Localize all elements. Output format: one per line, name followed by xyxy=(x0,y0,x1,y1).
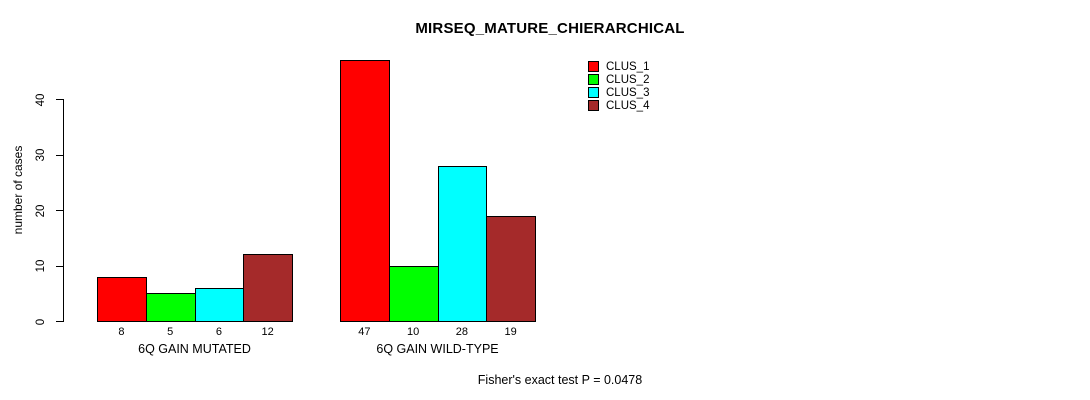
bar-value-label: 5 xyxy=(167,326,174,338)
legend-label: CLUS_2 xyxy=(606,73,650,86)
bar-value-label: 19 xyxy=(504,326,517,338)
y-axis-tick xyxy=(56,321,63,322)
legend: CLUS_1 CLUS_2 CLUS_3 CLUS_4 xyxy=(588,60,649,112)
chart-title: MIRSEQ_MATURE_CHIERARCHICAL xyxy=(415,20,685,37)
bar-value-label: 8 xyxy=(118,326,125,338)
y-axis-tick xyxy=(56,154,63,156)
y-axis-line xyxy=(63,99,64,322)
bar-clus_3-1 xyxy=(194,287,245,322)
bar-clus_1-1 xyxy=(97,276,147,322)
legend-item-clus_3: CLUS_3 xyxy=(588,86,649,99)
bar-value-label: 10 xyxy=(407,326,420,338)
legend-item-clus_1: CLUS_1 xyxy=(588,60,649,73)
bar-clus_1-2 xyxy=(340,60,390,322)
legend-swatch xyxy=(588,87,599,98)
legend-item-clus_2: CLUS_2 xyxy=(588,73,649,86)
y-axis-tick-label: 0 xyxy=(35,318,47,325)
legend-item-clus_4: CLUS_4 xyxy=(588,99,649,112)
bar-clus_2-1 xyxy=(145,293,196,322)
bar-value-label: 47 xyxy=(358,326,371,338)
bar-value-label: 6 xyxy=(215,326,222,338)
legend-label: CLUS_4 xyxy=(606,99,650,112)
bar-clus_4-2 xyxy=(486,215,536,322)
bar-clus_3-2 xyxy=(437,165,488,322)
legend-label: CLUS_1 xyxy=(606,60,650,73)
legend-swatch xyxy=(588,100,599,111)
bar-clus_2-2 xyxy=(388,265,439,322)
y-axis-tick-label: 40 xyxy=(35,93,47,106)
y-axis-tick-label: 20 xyxy=(35,204,47,217)
y-axis-tick xyxy=(56,99,63,100)
bar-clus_4-1 xyxy=(243,254,293,322)
bar-value-label: 28 xyxy=(455,326,468,338)
y-axis-tick xyxy=(56,210,63,211)
y-axis-tick-label: 30 xyxy=(35,148,47,162)
legend-swatch xyxy=(588,74,599,85)
y-axis-tick xyxy=(56,265,63,267)
y-axis-tick-label: 10 xyxy=(35,259,47,273)
fisher-test-annotation: Fisher's exact test P = 0.0478 xyxy=(477,373,643,387)
bar-value-label: 12 xyxy=(261,326,274,338)
legend-label: CLUS_3 xyxy=(606,86,650,99)
x-axis-group-label: 6Q GAIN WILD-TYPE xyxy=(376,342,499,356)
legend-swatch xyxy=(588,61,599,72)
x-axis-group-label: 6Q GAIN MUTATED xyxy=(138,342,251,356)
